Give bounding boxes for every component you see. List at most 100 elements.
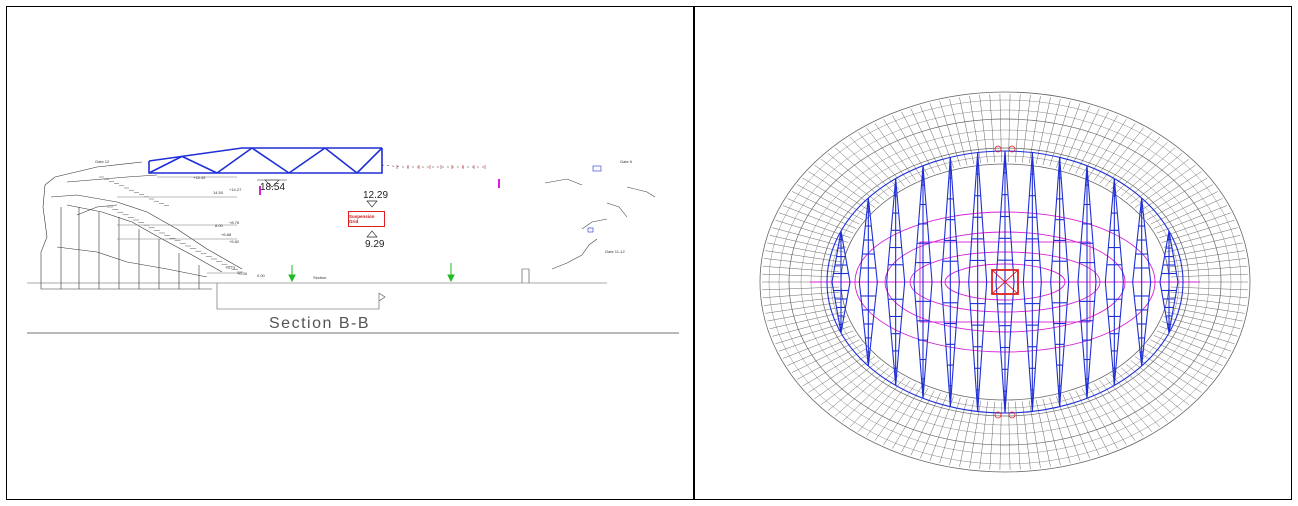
seating-radial [762,291,840,298]
truss-web [181,155,218,174]
seating-radial [1150,191,1219,225]
seating-radial [1139,352,1202,393]
center-grid-box [991,269,1019,295]
seating-radial [1115,370,1168,422]
seating-radial [1130,360,1190,406]
plan-truss-member [968,152,988,412]
seating-radial [1062,105,1090,170]
seating-radial [1134,356,1196,399]
truss-web [251,147,290,174]
seating-radial [782,330,854,359]
seating-radial [802,348,867,387]
gate-label: Gate 12 [95,159,110,164]
arena-pit [216,283,386,310]
upper-level-value: 12.29 [363,190,389,201]
cable-line [381,164,487,168]
seating-radial [782,205,854,234]
seating-radial [765,301,842,314]
section-drawing [27,147,679,334]
seating-radial [797,343,864,380]
seating-radial [883,119,923,179]
seating-radial [775,321,849,345]
seating-radial [866,127,911,184]
seating-radial [939,100,961,167]
seating-radial [1008,401,1011,470]
seating-radial [999,401,1002,470]
lower-level-value: 9.29 [365,239,385,250]
seating-radial [1169,296,1247,306]
plan-truss-member [858,198,878,366]
seating-radial [1156,205,1228,234]
level-label: +6.88 [221,232,232,237]
seating-radial [1015,401,1021,470]
magenta-marker [259,186,261,195]
cable-tick-marks [396,165,486,169]
seating-radial [797,184,864,221]
seating-radial [762,273,840,278]
seating-radial [1169,258,1247,268]
seating-radial [762,266,840,273]
seating-radial [1167,306,1243,322]
seating-radial [883,385,923,445]
seating-radial [1170,266,1248,273]
seating-radial [1167,242,1243,258]
seating-radial [802,177,867,216]
seating-radial [775,219,849,243]
level-label: +14.27 [229,187,242,192]
truss-web [148,155,183,174]
plan-truss-member [940,157,960,407]
seating-radial [767,306,843,322]
grandstand-structure [40,161,243,290]
truss-top-level: 18.54 [260,182,286,193]
anchor-marker [994,145,1002,153]
seating-radial [1008,94,1011,163]
level-label: 14.50 [213,190,224,195]
seating-radial [778,325,851,352]
seating-radial [1156,330,1228,359]
seating-radial [808,171,871,212]
level-label: +5.82 [229,239,240,244]
suspension-box: Suspension Grid [348,211,385,227]
seating-radial [820,360,880,406]
seating-radial [1015,94,1021,163]
section-view-panel: 18.54 12.29 9.29 Suspension Grid Gate 12… [7,7,693,499]
seating-radial [1143,177,1208,216]
seating-radial [1168,250,1245,263]
seating-radial [772,316,847,337]
seating-radial [920,105,948,170]
seating-radial [1099,127,1144,184]
seating-radial [1130,158,1190,204]
level-label: +3.73 [225,265,236,270]
anchor-marker [1008,145,1016,153]
seating-radial [1153,198,1223,229]
level-lines [117,176,242,274]
seating-ring [759,91,1251,473]
plan-drawing [759,91,1251,473]
gate-label: Gate 6 [620,159,633,164]
seating-radial [866,380,911,437]
plan-truss-member [1132,198,1152,366]
seating-radial [827,153,885,201]
seating-radial [1062,394,1090,459]
seating-radial [763,296,841,306]
roof-truss [148,147,383,174]
seating-radial [787,198,857,229]
seating-radial [1161,219,1235,243]
seating-radial [1159,212,1232,239]
seating-radial [769,235,845,253]
seating-radial [1139,171,1202,212]
seating-radial [1049,397,1071,464]
seating-radial [1170,273,1248,278]
seating-radial [1161,321,1235,345]
panel-divider [693,7,695,499]
seating-radial [1125,363,1183,411]
anchor-marker [994,411,1002,419]
truss-top-chord [148,147,382,162]
seating-radial [1099,380,1144,437]
seating-radial [989,94,995,163]
seating-radial [787,335,857,366]
seating-radial [767,242,843,258]
seating-radial [1049,100,1071,167]
seating-radial [1170,286,1248,291]
truss-web [288,147,326,174]
